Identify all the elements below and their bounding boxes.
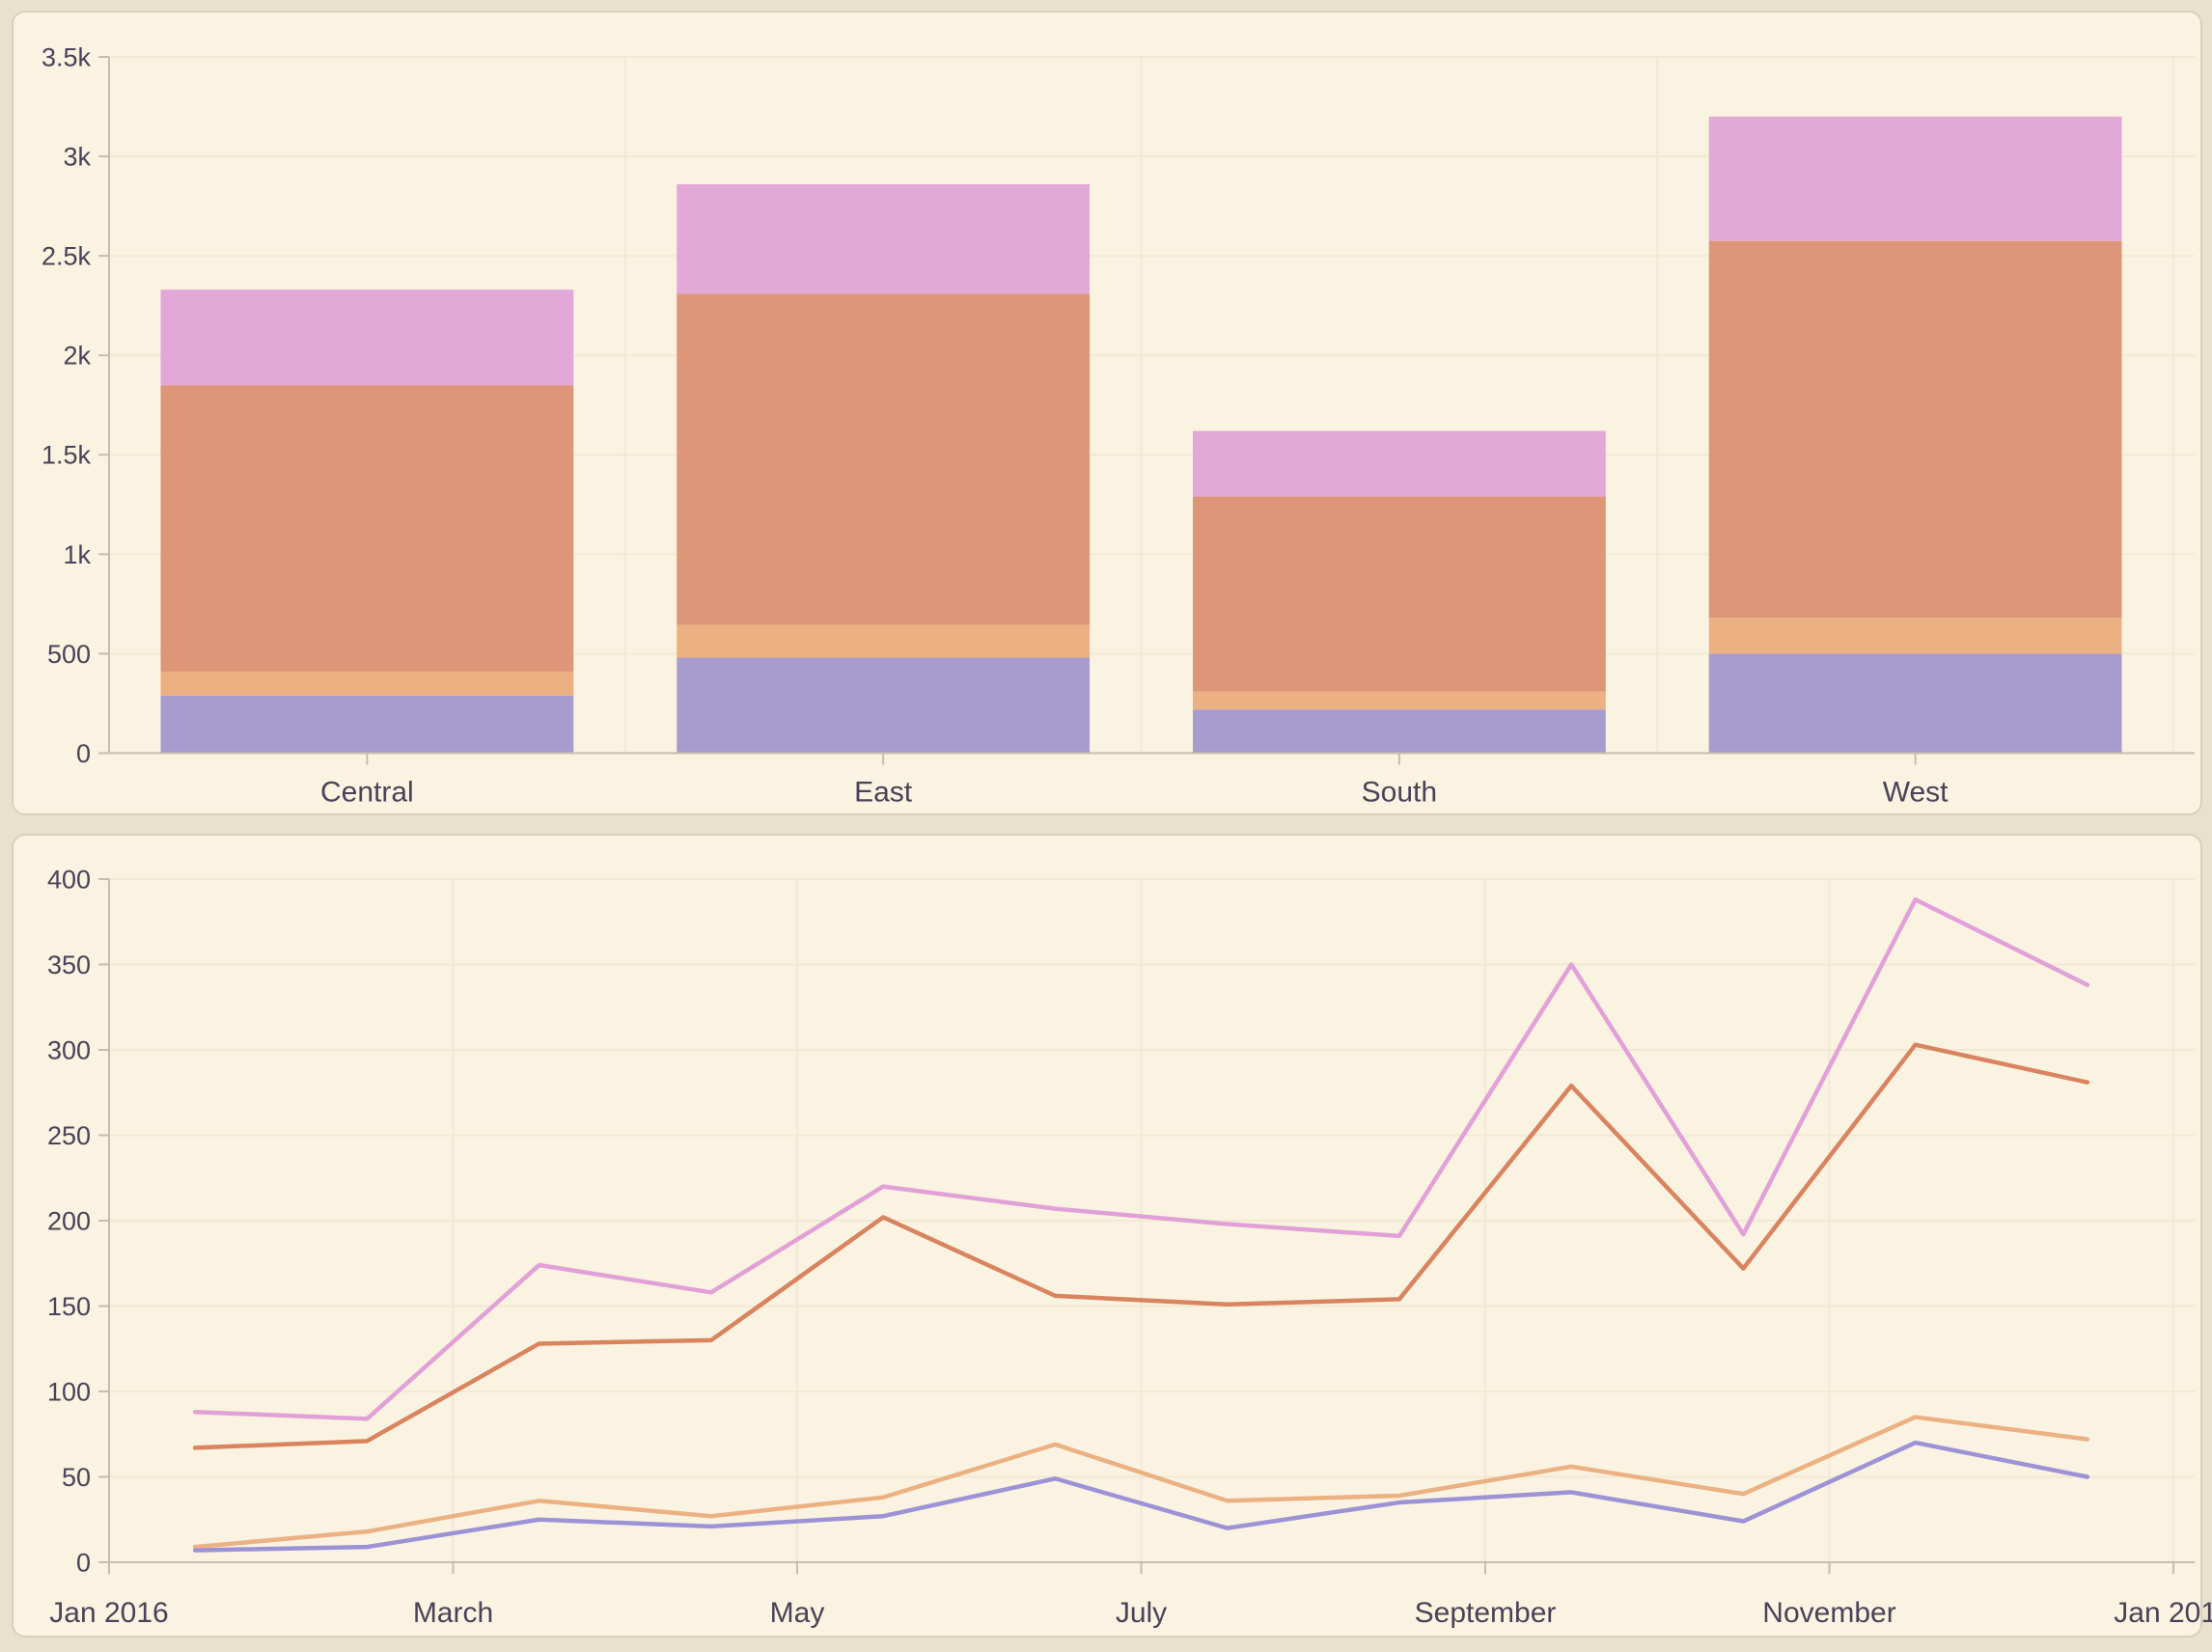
y-tick-label: 250 (47, 1121, 91, 1150)
line-series-purple[interactable] (192, 1440, 2090, 1553)
x-tick-label-july: July (1116, 1597, 1167, 1629)
y-tick-label: 150 (47, 1292, 91, 1321)
stacked-bar-chart: 0 500 1k 1.5k 2k 2.5k 3k 3.5k Central East South We… (41, 42, 2195, 809)
line-chart: 0 50 100 150 200 250 300 350 400 Jan 2016 March May… (47, 865, 2212, 1629)
y-tick-label: 2.5k (41, 242, 92, 271)
x-tick-label-march: March (413, 1597, 493, 1629)
x-tick-label-jan-2016: Jan 2016 (49, 1597, 168, 1629)
y-tick-label: 1k (63, 540, 91, 569)
x-tick-label-september: September (1415, 1597, 1557, 1629)
line-series-violet[interactable] (192, 896, 2090, 1421)
x-tick-label-may: May (770, 1597, 825, 1629)
y-tick-label: 500 (47, 640, 91, 669)
bar-segment-east-salmon[interactable] (677, 293, 1091, 625)
x-tick-label-november: November (1762, 1597, 1895, 1629)
bar-segment-south-tan[interactable] (1192, 691, 1606, 710)
bar-segment-west-salmon[interactable] (1708, 240, 2122, 619)
bar-segment-east-purple[interactable] (677, 657, 1091, 754)
bar-segment-west-purple[interactable] (1708, 653, 2122, 754)
bar-segment-central-purple[interactable] (160, 695, 574, 754)
bar-segment-south-pink[interactable] (1192, 430, 1606, 497)
y-tick-label: 200 (47, 1206, 91, 1235)
y-tick-label: 2k (63, 342, 91, 371)
bar-segment-east-pink[interactable] (677, 183, 1091, 294)
y-tick-label: 100 (47, 1377, 91, 1406)
bar-segment-west-pink[interactable] (1708, 116, 2122, 241)
x-tick-label-west: West (1883, 777, 1949, 809)
x-tick-label-south: South (1362, 777, 1437, 809)
bar-segment-east-tan[interactable] (677, 624, 1091, 658)
y-tick-label: 0 (76, 1548, 91, 1577)
y-tick-label: 400 (47, 865, 91, 894)
x-tick-label-jan-2017: Jan 2017 (2114, 1597, 2212, 1629)
bar-segment-central-pink[interactable] (160, 289, 574, 386)
bar-segment-west-tan[interactable] (1708, 618, 2122, 654)
stacked-bar-chart-panel: 0 500 1k 1.5k 2k 2.5k 3k 3.5k Central East South We… (12, 11, 2202, 815)
y-tick-label: 300 (47, 1035, 91, 1064)
y-tick-label: 50 (62, 1463, 91, 1492)
line-series-coral[interactable] (192, 1042, 2090, 1450)
y-tick-label: 3k (63, 143, 91, 172)
y-tick-label: 350 (47, 950, 91, 979)
y-tick-label: 3.5k (41, 42, 92, 71)
bar-segment-central-salmon[interactable] (160, 385, 574, 672)
line-series-tan[interactable] (192, 1415, 2090, 1550)
x-tick-label-central: Central (320, 777, 414, 809)
y-tick-label: 1.5k (41, 441, 92, 470)
bar-segment-south-purple[interactable] (1192, 709, 1606, 754)
line-chart-panel: 0 50 100 150 200 250 300 350 400 Jan 2016 March May… (12, 834, 2212, 1638)
bar-segment-central-tan[interactable] (160, 671, 574, 696)
bar-segment-south-salmon[interactable] (1192, 496, 1606, 692)
x-tick-label-east: East (854, 777, 913, 809)
y-tick-label: 0 (76, 739, 91, 768)
